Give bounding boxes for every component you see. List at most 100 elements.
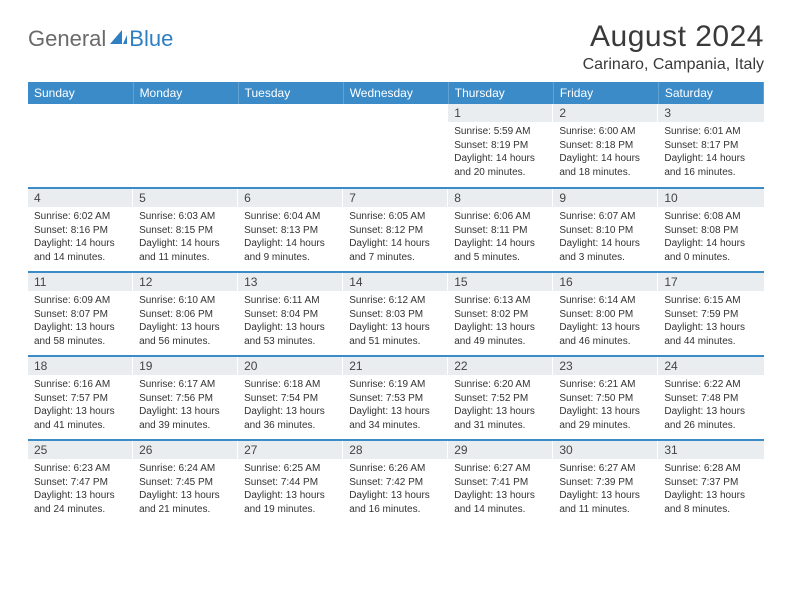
weekday-header-row: Sunday Monday Tuesday Wednesday Thursday… (28, 82, 764, 104)
sunrise-text: Sunrise: 6:25 AM (244, 462, 337, 476)
sunrise-text: Sunrise: 6:05 AM (349, 210, 442, 224)
daylight-text: Daylight: 14 hours and 18 minutes. (559, 152, 652, 179)
logo-text-general: General (28, 26, 106, 52)
day-data: Sunrise: 6:27 AMSunset: 7:41 PMDaylight:… (448, 459, 553, 520)
calendar-day-cell: 27 Sunrise: 6:25 AMSunset: 7:44 PMDayligh… (238, 440, 343, 524)
day-number: 28 (343, 441, 448, 459)
sunset-text: Sunset: 8:10 PM (559, 224, 652, 238)
sunset-text: Sunset: 8:06 PM (139, 308, 232, 322)
day-number: 4 (28, 189, 133, 207)
calendar-day-cell: 14Sunrise: 6:12 AMSunset: 8:03 PMDayligh… (343, 272, 448, 356)
day-number (133, 104, 238, 122)
daylight-text: Daylight: 13 hours and 19 minutes. (244, 489, 337, 516)
day-data: Sunrise: 6:15 AMSunset: 7:59 PMDaylight:… (658, 291, 763, 352)
day-data: Sunrise: 6:23 AMSunset: 7:47 PMDaylight:… (28, 459, 133, 520)
sunset-text: Sunset: 8:16 PM (34, 224, 127, 238)
calendar-day-cell: 8Sunrise: 6:06 AMSunset: 8:11 PMDaylight… (448, 188, 553, 272)
calendar-day-cell: 20Sunrise: 6:18 AMSunset: 7:54 PMDayligh… (238, 356, 343, 440)
daylight-text: Daylight: 13 hours and 21 minutes. (139, 489, 232, 516)
sunrise-text: Sunrise: 6:20 AM (454, 378, 547, 392)
calendar-week-row: 18Sunrise: 6:16 AMSunset: 7:57 PMDayligh… (28, 356, 764, 440)
calendar-week-row: 25Sunrise: 6:23 AMSunset: 7:47 PMDayligh… (28, 440, 764, 524)
daylight-text: Daylight: 14 hours and 14 minutes. (34, 237, 127, 264)
daylight-text: Daylight: 13 hours and 29 minutes. (559, 405, 652, 432)
sunrise-text: Sunrise: 6:00 AM (559, 125, 652, 139)
daylight-text: Daylight: 13 hours and 24 minutes. (34, 489, 127, 516)
daylight-text: Daylight: 14 hours and 5 minutes. (454, 237, 547, 264)
calendar-day-cell: 15Sunrise: 6:13 AMSunset: 8:02 PMDayligh… (448, 272, 553, 356)
daylight-text: Daylight: 13 hours and 8 minutes. (664, 489, 757, 516)
daylight-text: Daylight: 14 hours and 9 minutes. (244, 237, 337, 264)
day-number: 29 (448, 441, 553, 459)
daylight-text: Daylight: 13 hours and 34 minutes. (349, 405, 442, 432)
calendar-day-cell (28, 104, 133, 188)
daylight-text: Daylight: 14 hours and 11 minutes. (139, 237, 232, 264)
day-data: Sunrise: 6:10 AMSunset: 8:06 PMDaylight:… (133, 291, 238, 352)
day-number: 6 (238, 189, 343, 207)
calendar-day-cell: 28Sunrise: 6:26 AMSunset: 7:42 PMDayligh… (343, 440, 448, 524)
day-number: 8 (448, 189, 553, 207)
sunset-text: Sunset: 7:42 PM (349, 476, 442, 490)
day-number: 31 (658, 441, 763, 459)
sunset-text: Sunset: 7:44 PM (244, 476, 337, 490)
day-data: Sunrise: 6:27 AMSunset: 7:39 PMDaylight:… (553, 459, 658, 520)
calendar-day-cell (133, 104, 238, 188)
sunrise-text: Sunrise: 6:22 AM (664, 378, 757, 392)
calendar-day-cell: 11Sunrise: 6:09 AMSunset: 8:07 PMDayligh… (28, 272, 133, 356)
day-number: 14 (343, 273, 448, 291)
daylight-text: Daylight: 14 hours and 7 minutes. (349, 237, 442, 264)
day-number: 5 (133, 189, 238, 207)
day-number: 3 (658, 104, 763, 122)
calendar-day-cell: 16Sunrise: 6:14 AMSunset: 8:00 PMDayligh… (553, 272, 658, 356)
sunrise-text: Sunrise: 6:04 AM (244, 210, 337, 224)
calendar-day-cell: 29Sunrise: 6:27 AMSunset: 7:41 PMDayligh… (448, 440, 553, 524)
sunrise-text: Sunrise: 6:17 AM (139, 378, 232, 392)
calendar-day-cell: 13Sunrise: 6:11 AMSunset: 8:04 PMDayligh… (238, 272, 343, 356)
sunrise-text: Sunrise: 6:01 AM (664, 125, 757, 139)
calendar-day-cell: 2Sunrise: 6:00 AMSunset: 8:18 PMDaylight… (553, 104, 658, 188)
sunrise-text: Sunrise: 6:28 AM (664, 462, 757, 476)
sunrise-text: Sunrise: 6:11 AM (244, 294, 337, 308)
day-data: Sunrise: 6:22 AMSunset: 7:48 PMDaylight:… (658, 375, 763, 436)
day-data: Sunrise: 6:00 AMSunset: 8:18 PMDaylight:… (553, 122, 658, 183)
sunset-text: Sunset: 8:12 PM (349, 224, 442, 238)
day-number: 11 (28, 273, 133, 291)
title-block: August 2024 Carinaro, Campania, Italy (583, 20, 764, 74)
daylight-text: Daylight: 14 hours and 0 minutes. (664, 237, 757, 264)
weekday-header: Sunday (28, 82, 133, 104)
calendar-day-cell: 4 Sunrise: 6:02 AMSunset: 8:16 PMDaylight… (28, 188, 133, 272)
sunrise-text: Sunrise: 6:23 AM (34, 462, 127, 476)
sunrise-text: Sunrise: 6:02 AM (34, 210, 127, 224)
sunset-text: Sunset: 7:59 PM (664, 308, 757, 322)
calendar-day-cell: 26Sunrise: 6:24 AMSunset: 7:45 PMDayligh… (133, 440, 238, 524)
sunset-text: Sunset: 7:41 PM (454, 476, 547, 490)
daylight-text: Daylight: 14 hours and 20 minutes. (454, 152, 547, 179)
daylight-text: Daylight: 13 hours and 51 minutes. (349, 321, 442, 348)
day-number: 15 (448, 273, 553, 291)
calendar-day-cell: 7Sunrise: 6:05 AMSunset: 8:12 PMDaylight… (343, 188, 448, 272)
sunrise-text: Sunrise: 6:19 AM (349, 378, 442, 392)
sunset-text: Sunset: 7:37 PM (664, 476, 757, 490)
sunset-text: Sunset: 8:15 PM (139, 224, 232, 238)
daylight-text: Daylight: 13 hours and 11 minutes. (559, 489, 652, 516)
calendar-day-cell: 6Sunrise: 6:04 AMSunset: 8:13 PMDaylight… (238, 188, 343, 272)
sunset-text: Sunset: 8:04 PM (244, 308, 337, 322)
day-number: 19 (133, 357, 238, 375)
daylight-text: Daylight: 13 hours and 41 minutes. (34, 405, 127, 432)
day-data: Sunrise: 6:18 AMSunset: 7:54 PMDaylight:… (238, 375, 343, 436)
weekday-header: Friday (553, 82, 658, 104)
calendar-day-cell: 1Sunrise: 5:59 AMSunset: 8:19 PMDaylight… (448, 104, 553, 188)
day-number: 18 (28, 357, 133, 375)
day-number: 30 (553, 441, 658, 459)
sunset-text: Sunset: 7:54 PM (244, 392, 337, 406)
day-data: Sunrise: 6:12 AMSunset: 8:03 PMDaylight:… (343, 291, 448, 352)
sunset-text: Sunset: 7:52 PM (454, 392, 547, 406)
day-data: Sunrise: 6:11 AMSunset: 8:04 PMDaylight:… (238, 291, 343, 352)
weekday-header: Wednesday (343, 82, 448, 104)
day-number: 27 (238, 441, 343, 459)
sunrise-text: Sunrise: 6:08 AM (664, 210, 757, 224)
sunrise-text: Sunrise: 6:26 AM (349, 462, 442, 476)
daylight-text: Daylight: 14 hours and 3 minutes. (559, 237, 652, 264)
calendar-day-cell (343, 104, 448, 188)
calendar-day-cell (238, 104, 343, 188)
